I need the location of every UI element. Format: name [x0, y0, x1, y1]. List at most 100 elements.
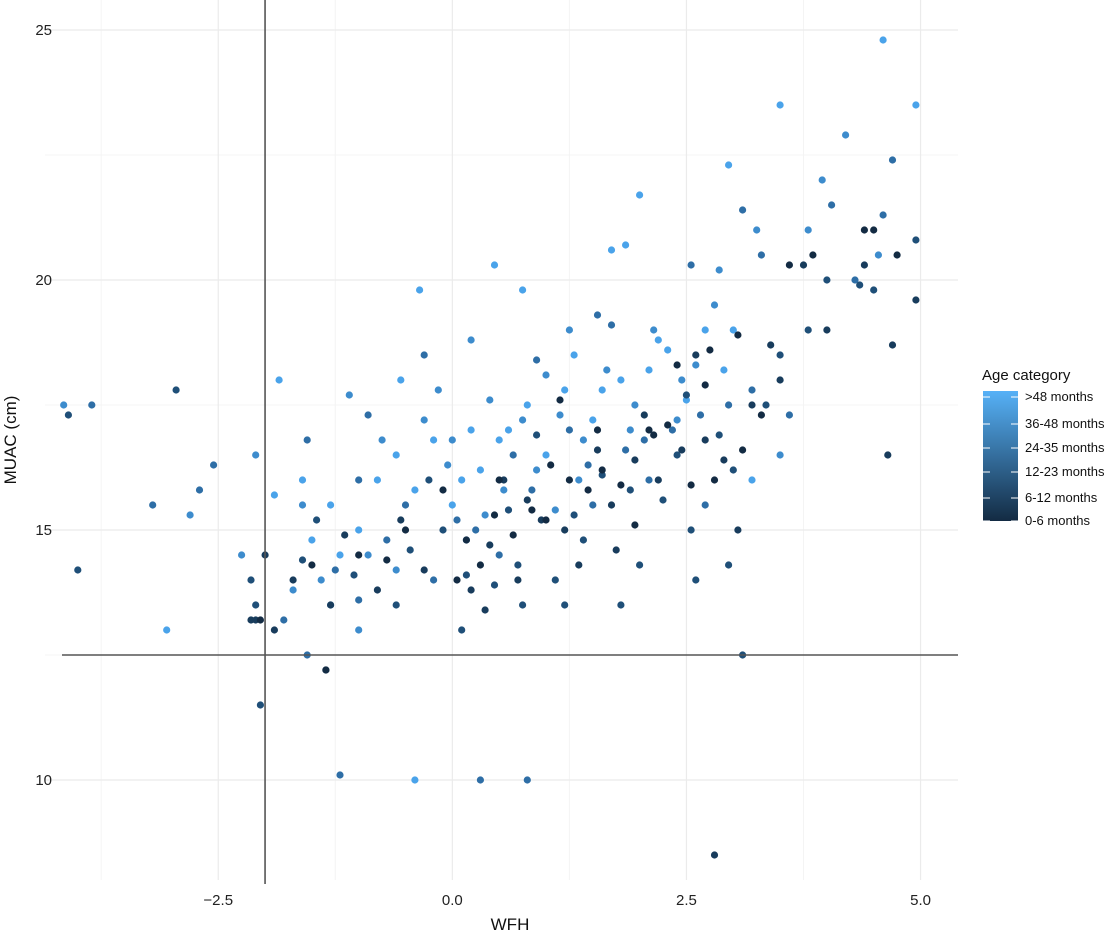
- data-point: [401, 501, 410, 509]
- data-point: [888, 156, 897, 164]
- data-point: [528, 506, 536, 514]
- data-point: [893, 251, 901, 259]
- data-point: [626, 486, 634, 494]
- data-point: [879, 211, 887, 219]
- data-point: [298, 556, 307, 564]
- data-point: [355, 476, 363, 484]
- data-point: [631, 521, 639, 529]
- data-point: [149, 501, 157, 509]
- data-point: [710, 301, 719, 309]
- data-point: [509, 531, 517, 539]
- data-point: [247, 576, 255, 584]
- data-point: [533, 431, 541, 439]
- y-axis-title: MUAC (cm): [1, 396, 20, 485]
- data-point: [490, 261, 499, 269]
- data-point: [308, 561, 316, 569]
- data-point: [710, 851, 719, 859]
- data-point: [725, 561, 733, 569]
- data-point: [603, 366, 611, 374]
- data-point: [804, 326, 812, 334]
- data-point: [734, 331, 742, 339]
- data-point: [317, 576, 325, 584]
- data-point: [622, 446, 630, 454]
- data-point: [565, 476, 574, 484]
- data-point: [767, 341, 775, 349]
- data-point: [870, 286, 878, 294]
- data-point: [636, 561, 644, 569]
- data-point: [430, 436, 438, 444]
- data-point: [860, 261, 869, 269]
- data-point: [579, 436, 588, 444]
- data-point: [88, 401, 96, 409]
- data-point: [673, 416, 681, 424]
- data-point: [495, 476, 503, 484]
- data-point: [298, 501, 307, 509]
- data-point: [383, 556, 391, 564]
- data-point: [542, 371, 550, 379]
- legend: Age category >48 months 36-48 months 24-35…: [982, 367, 1105, 528]
- data-point: [336, 771, 344, 779]
- data-point: [701, 501, 709, 509]
- data-point: [664, 421, 672, 429]
- legend-label: 6-12 months: [1025, 490, 1098, 505]
- data-point: [523, 776, 531, 784]
- data-point: [350, 571, 358, 579]
- data-point: [715, 431, 723, 439]
- data-point: [462, 536, 470, 544]
- data-point: [678, 376, 686, 384]
- data-point: [729, 466, 737, 474]
- reference-lines: [62, 0, 958, 884]
- data-point: [720, 456, 728, 464]
- data-point: [607, 501, 616, 509]
- data-point: [678, 446, 686, 454]
- data-point: [467, 336, 475, 344]
- data-point: [322, 666, 330, 674]
- data-point: [565, 326, 574, 334]
- data-point: [584, 486, 592, 494]
- data-point: [289, 576, 297, 584]
- data-point: [757, 411, 766, 419]
- data-point: [888, 341, 897, 349]
- data-point: [757, 251, 766, 259]
- data-point: [659, 496, 667, 504]
- data-point: [519, 416, 527, 424]
- data-point: [556, 396, 564, 404]
- data-point: [753, 226, 761, 234]
- data-point: [523, 401, 531, 409]
- data-point: [383, 536, 391, 544]
- data-point: [551, 576, 559, 584]
- data-point: [430, 576, 438, 584]
- data-point: [252, 451, 260, 459]
- data-point: [341, 531, 349, 539]
- data-point: [486, 396, 494, 404]
- data-point: [327, 601, 335, 609]
- data-point: [598, 471, 606, 479]
- data-point: [687, 481, 695, 489]
- data-point: [504, 426, 513, 434]
- data-point: [453, 576, 461, 584]
- x-tick-label: 0.0: [442, 892, 463, 909]
- data-point: [74, 566, 82, 574]
- data-point: [500, 486, 508, 494]
- data-point: [378, 436, 386, 444]
- data-point: [519, 286, 527, 294]
- data-point: [776, 451, 784, 459]
- data-point: [860, 226, 869, 234]
- y-tick-label: 20: [35, 272, 52, 289]
- data-point: [392, 601, 400, 609]
- data-point: [607, 321, 616, 329]
- data-point: [420, 351, 428, 359]
- data-point: [448, 501, 456, 509]
- data-point: [270, 491, 278, 499]
- data-point: [172, 386, 180, 394]
- data-point: [828, 201, 836, 209]
- data-point: [355, 596, 363, 604]
- data-point: [645, 476, 653, 484]
- data-point: [776, 376, 784, 384]
- data-point: [748, 386, 756, 394]
- data-point: [645, 426, 653, 434]
- data-points: [60, 36, 920, 859]
- data-point: [762, 401, 770, 409]
- data-point: [495, 436, 503, 444]
- legend-label: 36-48 months: [1025, 416, 1105, 431]
